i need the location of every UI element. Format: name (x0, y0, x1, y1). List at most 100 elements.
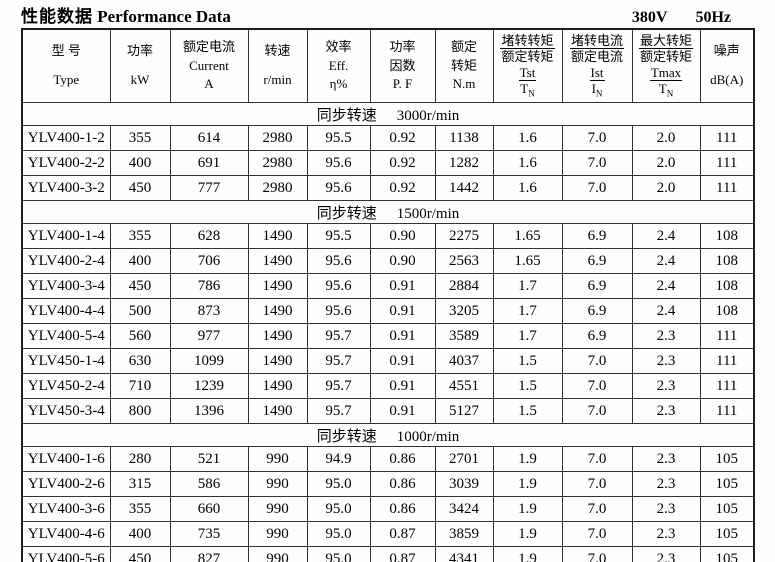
value-cell: 1282 (434, 150, 494, 176)
value-cell: 450 (109, 546, 171, 562)
table-row: YLV400-2-4 400 706 1490 95.6 0.90 2563 1.65 6.9 2… (21, 248, 755, 274)
value-cell: 7.0 (561, 446, 633, 472)
fraction-numerator: 堵转电流 (569, 32, 624, 50)
value-cell: 6.9 (561, 223, 633, 249)
value-cell: 95.0 (306, 496, 371, 522)
col-header-current: 额定电流 Current A (169, 28, 249, 103)
value-cell: 2.3 (631, 496, 701, 522)
table-row: YLV400-3-2 450 777 2980 95.6 0.92 1442 1.6 7.0 2.… (21, 175, 755, 201)
value-cell: 0.90 (369, 223, 436, 249)
value-cell: 0.91 (369, 373, 436, 399)
header-line: 功率 (389, 38, 416, 54)
table-row: YLV400-5-4 560 977 1490 95.7 0.91 3589 1.7 6.9 2.… (21, 323, 755, 349)
value-cell: 0.86 (369, 496, 436, 522)
model-cell: YLV400-5-6 (21, 546, 111, 562)
value-cell: 95.7 (306, 323, 371, 349)
value-cell: 280 (109, 446, 171, 472)
value-cell: 1490 (247, 398, 308, 424)
fraction-symbol-denominator: TN (520, 80, 535, 99)
table-row: YLV400-3-6 355 660 990 95.0 0.86 3424 1.9 7.0 2.3… (21, 496, 755, 522)
header-row: 型 号 Type 功率 kW 额定电流 Current A 转速 r/min (21, 28, 755, 103)
performance-table: 型 号 Type 功率 kW 额定电流 Current A 转速 r/min (21, 28, 755, 562)
value-cell: 108 (699, 248, 755, 274)
header-line: 功率 (126, 43, 153, 59)
value-cell: 111 (699, 175, 755, 201)
value-cell: 1.65 (492, 223, 563, 249)
header-line: Current (189, 57, 229, 73)
col-header-tst-tn: 堵转转矩 额定转矩 Tst TN (492, 28, 563, 103)
model-cell: YLV400-1-6 (21, 446, 111, 472)
value-cell: 7.0 (561, 546, 633, 562)
col-header-power-factor: 功率 因数 P. F (369, 28, 436, 103)
header-line: 额定电流 (182, 38, 235, 54)
value-cell: 990 (247, 521, 308, 547)
table-row: YLV400-1-2 355 614 2980 95.5 0.92 1138 1.6 7.0 2.… (21, 125, 755, 151)
value-cell: 1239 (169, 373, 249, 399)
table-row: YLV400-5-6 450 827 990 95.0 0.87 4341 1.9 7.0 2.3… (21, 546, 755, 562)
value-cell: 95.0 (306, 521, 371, 547)
header-line: P. F (392, 76, 413, 92)
header-line: 效率 (325, 38, 352, 54)
value-cell: 691 (169, 150, 249, 176)
value-cell: 1442 (434, 175, 494, 201)
value-cell: 827 (169, 546, 249, 562)
rating-values: 380V 50Hz (632, 9, 731, 27)
model-cell: YLV450-2-4 (21, 373, 111, 399)
col-header-rated-torque: 额定 转矩 N.m (434, 28, 494, 103)
value-cell: 0.92 (369, 125, 436, 151)
header-line: A (204, 76, 214, 92)
table-row: YLV400-1-6 280 521 990 94.9 0.86 2701 1.9 7.0 2.3… (21, 446, 755, 472)
value-cell: 6.9 (561, 273, 633, 299)
value-cell: 777 (169, 175, 249, 201)
value-cell: 1490 (247, 273, 308, 299)
table-row: YLV450-2-4 710 1239 1490 95.7 0.91 4551 1.5 7.0 2… (21, 373, 755, 399)
value-cell: 0.91 (369, 298, 436, 324)
value-cell: 3205 (434, 298, 494, 324)
value-cell: 95.6 (306, 175, 371, 201)
value-cell: 95.0 (306, 546, 371, 562)
value-cell: 2980 (247, 150, 308, 176)
fraction-denominator: 额定电流 (570, 49, 623, 65)
table-row: YLV400-2-6 315 586 990 95.0 0.86 3039 1.9 7.0 2.3… (21, 471, 755, 497)
value-cell: 450 (109, 175, 171, 201)
value-cell: 0.90 (369, 248, 436, 274)
value-cell: 1490 (247, 348, 308, 374)
value-cell: 0.91 (369, 273, 436, 299)
sync-speed-label: 同步转速 (316, 205, 377, 222)
col-header-tmax-tn: 最大转矩 额定转矩 Tmax TN (631, 28, 701, 103)
value-cell: 400 (109, 150, 171, 176)
value-cell: 614 (169, 125, 249, 151)
value-cell: 560 (109, 323, 171, 349)
value-cell: 95.5 (306, 125, 371, 151)
value-cell: 1.6 (492, 175, 563, 201)
model-cell: YLV400-3-6 (21, 496, 111, 522)
model-cell: YLV400-2-4 (21, 248, 111, 274)
value-cell: 660 (169, 496, 249, 522)
table-row: YLV400-1-4 355 628 1490 95.5 0.90 2275 1.65 6.9 2… (21, 223, 755, 249)
value-cell: 1490 (247, 223, 308, 249)
table-row: YLV450-3-4 800 1396 1490 95.7 0.91 5127 1.5 7.0 2… (21, 398, 755, 424)
table-row: YLV400-3-4 450 786 1490 95.6 0.91 2884 1.7 6.9 2.… (21, 273, 755, 299)
header-line: kW (130, 72, 150, 87)
header-line: 因数 (389, 57, 416, 73)
title-bar: 性能数据 Performance Data 380V 50Hz (0, 0, 775, 28)
value-cell: 990 (247, 471, 308, 497)
value-cell: 108 (699, 223, 755, 249)
value-cell: 977 (169, 323, 249, 349)
value-cell: 0.87 (369, 546, 436, 562)
value-cell: 2.3 (631, 323, 701, 349)
header-line: Type (53, 72, 80, 87)
model-cell: YLV400-3-2 (21, 175, 111, 201)
section-header-row: 同步转速 3000r/min (21, 102, 755, 126)
value-cell: 1.9 (492, 446, 563, 472)
header-line: Eff. (328, 57, 349, 73)
value-cell: 111 (699, 373, 755, 399)
model-cell: YLV400-2-2 (21, 150, 111, 176)
value-cell: 95.7 (306, 348, 371, 374)
value-cell: 2980 (247, 125, 308, 151)
value-cell: 3039 (434, 471, 494, 497)
value-cell: 450 (109, 273, 171, 299)
page-title-zh: 性能数据 (21, 7, 93, 27)
table-row: YLV450-1-4 630 1099 1490 95.7 0.91 4037 1.5 7.0 2… (21, 348, 755, 374)
value-cell: 105 (699, 471, 755, 497)
